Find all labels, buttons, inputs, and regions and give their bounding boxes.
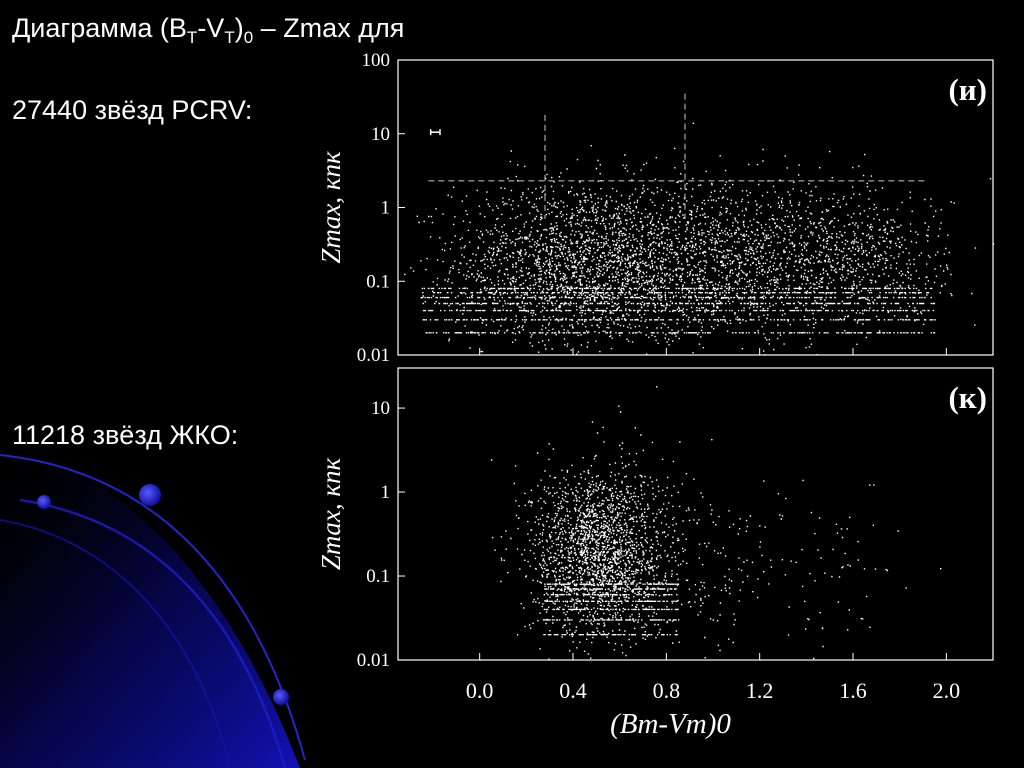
x-tick-label: 2.0 (933, 678, 961, 703)
y-tick-label: 0.1 (366, 271, 390, 292)
y-tick-label: 0.1 (366, 566, 390, 587)
panel-label: (и) (948, 72, 987, 107)
scatter-points-0 (404, 122, 995, 356)
title-suffix: – Zmax для (253, 13, 405, 43)
x-tick-label: 0.8 (653, 678, 681, 703)
arc-1 (0, 454, 306, 761)
y-tick-label: 10 (371, 398, 390, 419)
x-tick-label: 0.0 (466, 678, 494, 703)
scatter-points-1 (490, 386, 942, 660)
x-tick-label: 0.4 (559, 678, 587, 703)
y-tick-label: 10 (371, 124, 390, 145)
y-axis-label: Zmax, кпк (316, 151, 346, 264)
x-tick-label: 1.2 (746, 678, 774, 703)
arc-3 (0, 519, 231, 768)
y-tick-label: 0.01 (357, 650, 390, 671)
arc-2 (19, 498, 287, 768)
label-pcrv: 27440 звёзд PCRV: (12, 95, 253, 125)
slide-title: Диаграмма (BT-VT)0 – Zmax для (12, 10, 404, 56)
title-sub-t1: T (186, 28, 198, 47)
title-sub-t2: T (224, 28, 235, 47)
y-tick-label: 0.01 (357, 345, 390, 366)
panel-label: (к) (948, 380, 987, 415)
y-tick-label: 1 (381, 482, 391, 503)
title-prefix: Диаграмма (B (12, 13, 187, 43)
orb-2 (37, 495, 51, 509)
orb-3 (273, 689, 289, 705)
orb-1 (139, 484, 161, 506)
plot-frame-1 (397, 367, 994, 661)
y-tick-label: 100 (362, 50, 391, 71)
title-sub-0: 0 (243, 28, 254, 47)
title-close: ) (234, 13, 244, 43)
title-mid: -V (197, 13, 225, 43)
y-axis-label: Zmax, кпк (316, 458, 346, 571)
x-tick-label: 1.6 (839, 678, 867, 703)
y-tick-label: 1 (381, 198, 391, 219)
x-axis-label: (Bт-Vт)0 (610, 708, 731, 740)
label-zhko: 11218 звёзд ЖКО: (12, 420, 239, 450)
